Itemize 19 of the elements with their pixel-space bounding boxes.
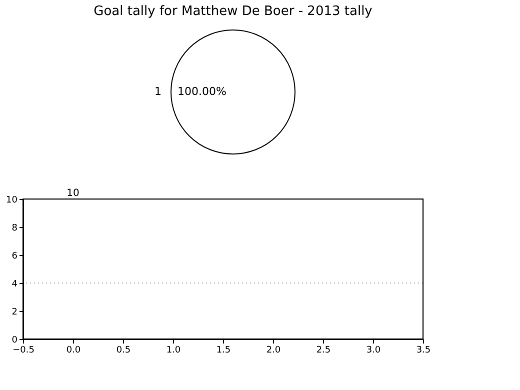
- y-tick-label: 10: [6, 196, 18, 206]
- x-tick-label: 2.0: [266, 346, 281, 356]
- x-tick-label: 3.0: [366, 346, 381, 356]
- data-label: 100.00%: [178, 85, 226, 98]
- x-tick-label: 0.0: [66, 346, 81, 356]
- x-tick-label: 1.0: [166, 346, 181, 356]
- x-tick-label: 0.5: [116, 346, 131, 356]
- x-tick-label: 1.5: [216, 346, 231, 356]
- y-tick-label: 2: [12, 308, 18, 318]
- text: 10: [66, 188, 80, 199]
- y-tick-label: 6: [12, 252, 18, 262]
- slice-label: 1: [154, 85, 162, 98]
- y-tick-label: 8: [12, 224, 18, 234]
- chart-title: Goal tally for Matthew De Boer - 2013 tally: [94, 4, 373, 19]
- x-tick-label: 3.5: [416, 346, 431, 356]
- x-tick-label: 2.5: [316, 346, 331, 356]
- y-tick-label: 0: [12, 336, 18, 346]
- x-tick-label: −0.5: [12, 346, 34, 356]
- y-tick-label: 4: [12, 280, 18, 290]
